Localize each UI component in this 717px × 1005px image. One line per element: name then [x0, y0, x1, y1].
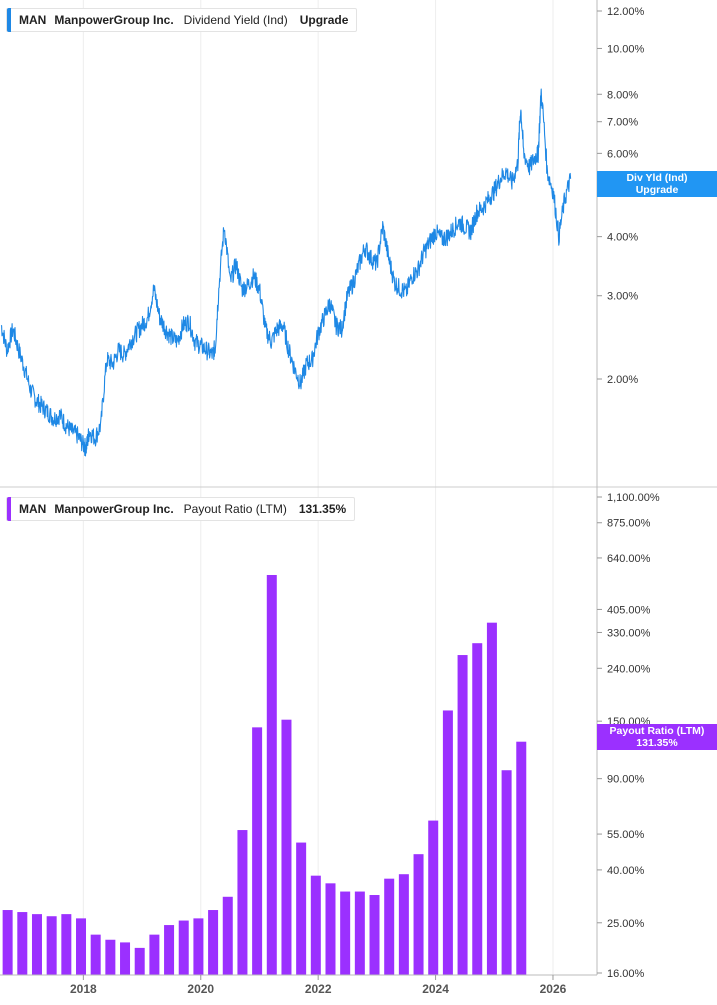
payout-bar	[2, 910, 13, 975]
yield-series-line	[0, 88, 572, 457]
yield-tag-line1: Div Yld (Ind)	[626, 172, 688, 184]
payout-ytick-label: 875.00%	[607, 518, 651, 530]
payout-bars	[2, 574, 527, 975]
payout-bar	[120, 942, 131, 975]
xtick-label: 2020	[187, 982, 214, 996]
payout-bar	[46, 916, 57, 975]
payout-ytick-label: 16.00%	[607, 968, 645, 980]
yield-tag-line2: Upgrade	[635, 184, 679, 196]
yield-legend-swatch	[7, 8, 11, 32]
payout-bar	[501, 770, 512, 975]
payout-bar	[340, 891, 351, 975]
yield-ytick-label: 12.00%	[607, 6, 645, 18]
payout-tag-line2: 131.35%	[636, 737, 678, 749]
xtick-label: 2024	[422, 982, 449, 996]
payout-bar	[384, 878, 395, 975]
payout-bar	[17, 912, 28, 975]
yield-ytick-label: 10.00%	[607, 43, 645, 55]
yield-ytick-label: 4.00%	[607, 232, 638, 244]
payout-bar	[296, 842, 307, 975]
payout-ytick-label: 640.00%	[607, 553, 651, 565]
yield-ytick-label: 7.00%	[607, 117, 638, 129]
payout-bar	[134, 947, 145, 975]
xtick-label: 2022	[305, 982, 332, 996]
payout-legend-value: 131.35%	[298, 502, 347, 516]
yield-ytick-label: 8.00%	[607, 89, 638, 101]
payout-bar	[325, 883, 336, 975]
payout-bar	[31, 914, 42, 975]
yield-legend-metric: Dividend Yield (Ind)	[183, 13, 288, 27]
payout-bar	[442, 710, 453, 975]
payout-bar	[354, 891, 365, 975]
payout-bar	[457, 655, 468, 975]
payout-ytick-label: 330.00%	[607, 627, 651, 639]
payout-bar	[90, 934, 101, 975]
payout-bar	[369, 895, 380, 975]
payout-ytick-label: 90.00%	[607, 774, 645, 786]
payout-bar	[76, 918, 87, 975]
yield-legend-ticker: MAN	[19, 13, 47, 27]
payout-bar	[281, 719, 292, 975]
payout-legend-swatch	[7, 497, 11, 521]
yield-ytick-label: 6.00%	[607, 148, 638, 160]
payout-bar	[266, 574, 277, 975]
yield-ytick-label: 3.00%	[607, 291, 638, 303]
payout-ytick-label: 240.00%	[607, 663, 651, 675]
payout-bar	[252, 727, 263, 975]
payout-bar	[61, 914, 72, 975]
payout-legend-ticker: MAN	[19, 502, 47, 516]
payout-bar	[237, 830, 248, 975]
payout-bar	[413, 854, 424, 975]
yield-ytick-label: 2.00%	[607, 374, 638, 386]
payout-bar	[208, 910, 219, 975]
payout-bar	[398, 874, 409, 975]
payout-bar	[486, 622, 497, 975]
payout-legend: MAN ManpowerGroup Inc. Payout Ratio (LTM…	[6, 497, 356, 521]
payout-bar	[472, 643, 483, 975]
payout-ytick-label: 55.00%	[607, 829, 645, 841]
payout-bar	[105, 939, 116, 975]
payout-ytick-label: 405.00%	[607, 604, 651, 616]
yield-legend-company: ManpowerGroup Inc.	[54, 13, 174, 27]
yield-legend: MAN ManpowerGroup Inc. Dividend Yield (I…	[6, 8, 358, 32]
payout-ytick-label: 40.00%	[607, 865, 645, 877]
payout-bar	[164, 925, 175, 975]
yield-value-tag[interactable]: Div Yld (Ind) Upgrade	[597, 171, 717, 197]
payout-ytick-label: 1,100.00%	[607, 492, 660, 504]
payout-legend-company: ManpowerGroup Inc.	[54, 502, 174, 516]
yield-line-layer	[0, 88, 572, 457]
payout-tag-line1: Payout Ratio (LTM)	[609, 725, 705, 737]
payout-bar	[310, 875, 321, 975]
yield-legend-upgrade-link[interactable]: Upgrade	[299, 13, 349, 27]
payout-bar	[516, 741, 527, 975]
payout-bar	[428, 820, 439, 975]
payout-value-tag: Payout Ratio (LTM) 131.35%	[597, 724, 717, 750]
xtick-label: 2018	[70, 982, 97, 996]
payout-legend-metric: Payout Ratio (LTM)	[183, 502, 287, 516]
payout-bar	[149, 934, 160, 975]
payout-bar	[178, 920, 189, 975]
xtick-label: 2026	[540, 982, 567, 996]
payout-bar	[222, 896, 233, 975]
payout-bar	[193, 918, 204, 975]
payout-ytick-label: 25.00%	[607, 918, 645, 930]
